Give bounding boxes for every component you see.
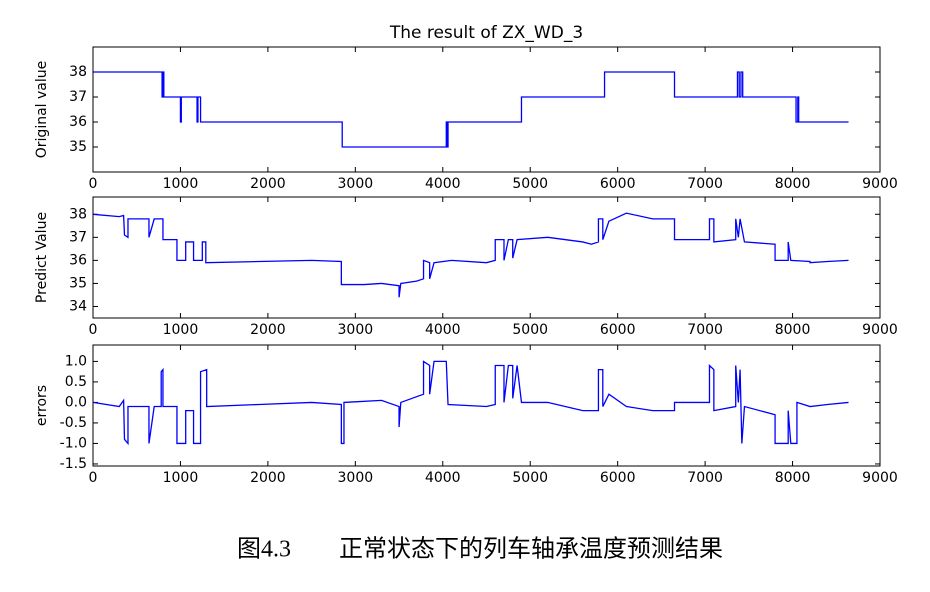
x-tick-label: 9000 [862, 176, 898, 192]
y-tick-label: 38 [69, 64, 87, 80]
caption: 图4.3 正常状态下的列车轴承温度预测结果 [237, 536, 723, 563]
x-tick-label: 4000 [425, 470, 461, 486]
y-tick-label: 35 [69, 275, 87, 291]
y-tick-label: 34 [69, 298, 87, 314]
x-tick-label: 5000 [512, 470, 548, 486]
x-tick-label: 3000 [338, 322, 374, 338]
x-tick-label: 8000 [775, 322, 811, 338]
y-tick-label: 35 [69, 139, 87, 155]
x-tick-label: 4000 [425, 176, 461, 192]
x-tick-label: 6000 [600, 470, 636, 486]
y-tick-label: 36 [69, 252, 87, 268]
x-tick-label: 8000 [775, 470, 811, 486]
y-tick-label: 38 [69, 206, 87, 222]
x-tick-label: 0 [89, 322, 98, 338]
x-tick-label: 1000 [163, 322, 199, 338]
y-tick-label: 0.0 [65, 394, 87, 410]
x-tick-label: 0 [89, 470, 98, 486]
y-tick-label: -1.0 [60, 435, 87, 451]
y-tick-label: 36 [69, 114, 87, 130]
x-tick-label: 5000 [512, 322, 548, 338]
data-line [93, 71, 849, 148]
x-tick-label: 3000 [338, 470, 374, 486]
data-line [92, 212, 849, 298]
x-tick-label: 6000 [600, 322, 636, 338]
y-tick-label: -0.5 [60, 415, 87, 431]
x-tick-label: 0 [89, 176, 98, 192]
x-tick-label: 1000 [163, 176, 199, 192]
axes-frame [92, 196, 881, 319]
x-tick-label: 2000 [250, 470, 286, 486]
x-tick-label: 7000 [687, 470, 723, 486]
x-tick-label: 6000 [600, 176, 636, 192]
x-tick-label: 9000 [862, 322, 898, 338]
x-tick-label: 7000 [687, 322, 723, 338]
x-tick-label: 3000 [338, 176, 374, 192]
y-axis-label: Predict Value [34, 212, 50, 303]
x-tick-label: 2000 [250, 176, 286, 192]
x-tick-label: 4000 [425, 322, 461, 338]
y-tick-label: 1.0 [65, 353, 87, 369]
y-tick-label: 37 [69, 89, 87, 105]
chart-title: The result of ZX_WD_3 [389, 23, 583, 43]
x-tick-label: 9000 [862, 470, 898, 486]
x-tick-label: 7000 [687, 176, 723, 192]
y-axis-label: Original value [34, 61, 50, 158]
y-tick-label: -1.5 [60, 456, 87, 472]
y-tick-label: 0.5 [65, 374, 87, 390]
axes-frame [92, 344, 881, 467]
axes-frame [92, 46, 881, 173]
x-tick-label: 5000 [512, 176, 548, 192]
data-line [92, 360, 849, 446]
y-axis-label: errors [34, 385, 50, 426]
x-tick-label: 2000 [250, 322, 286, 338]
x-tick-label: 1000 [163, 470, 199, 486]
x-tick-label: 8000 [775, 176, 811, 192]
y-tick-label: 37 [69, 229, 87, 245]
